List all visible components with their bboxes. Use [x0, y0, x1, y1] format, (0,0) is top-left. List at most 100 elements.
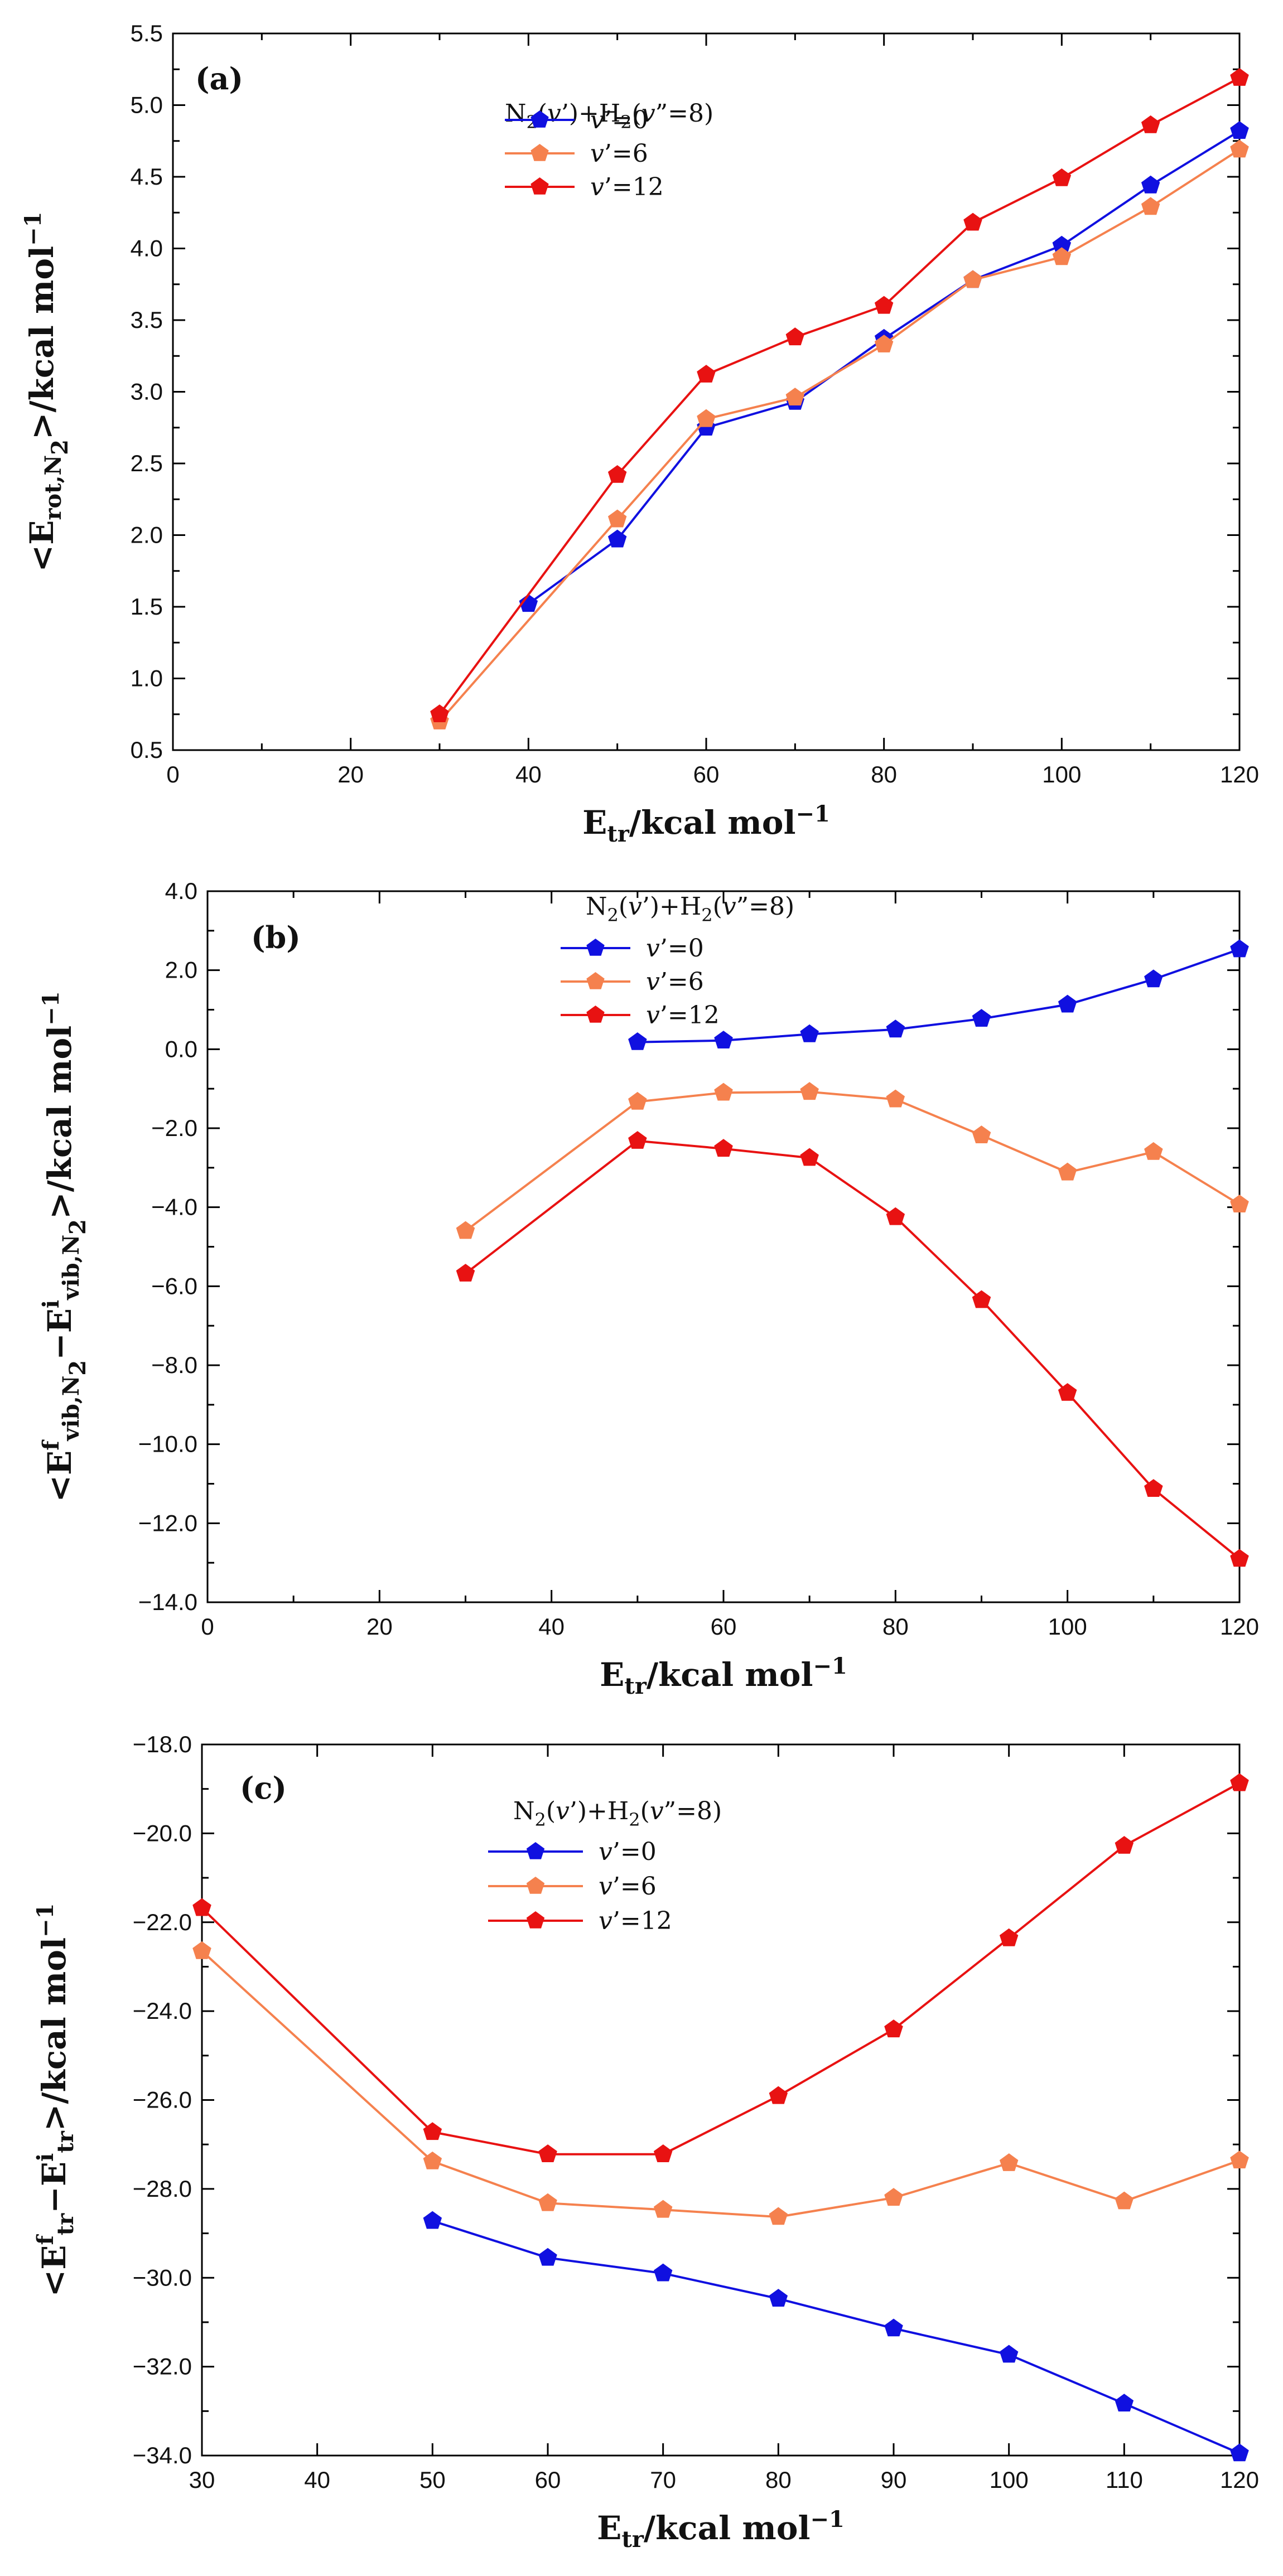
legend-title: N2(v’)+H2(v”=8)	[586, 892, 794, 926]
data-point-v'=0	[1230, 2443, 1249, 2462]
chart-panel-3: 30 40 50 60 70 80 90 100 110 120 −34.0 −32.0 −30.0 −2…	[32, 1731, 1259, 2553]
legend-entry-label: v’=12	[599, 1907, 672, 1935]
legend-swatch-marker	[530, 177, 549, 195]
data-point-v'=6	[1052, 247, 1072, 265]
data-point-v'=12	[538, 2144, 557, 2162]
series-line-v'=0	[432, 2220, 1240, 2454]
data-point-v'=12	[769, 2086, 788, 2104]
legend: N2(v’)+H2(v”=8) v’=0 v’=6 v’=12	[488, 1797, 722, 1935]
legend-entry-label: v’=0	[599, 1838, 657, 1866]
data-point-v'=0	[714, 1031, 733, 1048]
y-tick-label: −8.0	[151, 1352, 197, 1378]
legend-swatch-marker	[586, 972, 605, 989]
x-tick-label: 100	[1048, 1613, 1087, 1640]
data-point-v'=12	[1141, 115, 1160, 133]
data-point-v'=6	[1115, 2191, 1134, 2210]
y-tick-label: −28.0	[133, 2176, 192, 2202]
series-line-v'=12	[201, 1782, 1240, 2155]
legend-entry-label: v’=6	[599, 1872, 657, 1901]
y-tick-label: 5.5	[131, 20, 163, 46]
data-point-v'=12	[963, 212, 982, 231]
data-point-v'=12	[1230, 68, 1249, 86]
data-point-v'=0	[1141, 175, 1160, 194]
data-point-v'=6	[884, 2188, 903, 2206]
data-point-v'=6	[628, 1091, 647, 1110]
x-axis-title: Etr/kcal mol−1	[582, 801, 830, 847]
y-tick-label: −14.0	[138, 1589, 197, 1615]
data-point-v'=12	[874, 296, 894, 314]
data-point-v'=6	[769, 2207, 788, 2225]
panel-label: (b)	[251, 920, 301, 955]
y-axis-title: <Efvib,N2−Eivib,N2>/kcal mol−1	[38, 991, 91, 1502]
y-tick-label: 4.0	[165, 878, 197, 904]
y-tick-label: 0.5	[131, 737, 163, 763]
x-tick-label: 110	[1106, 2467, 1143, 2493]
y-tick-label: −34.0	[133, 2442, 192, 2468]
data-point-v'=6	[1144, 1142, 1163, 1160]
x-tick-label: 60	[693, 761, 720, 787]
data-point-v'=6	[192, 1941, 211, 1959]
x-tick-label: 20	[366, 1613, 393, 1640]
legend-swatch-marker	[530, 110, 549, 128]
data-point-v'=12	[653, 2144, 673, 2162]
series-line-v'=6	[465, 1090, 1241, 1232]
data-point-v'=0	[519, 594, 538, 612]
data-point-v'=12	[714, 1139, 733, 1157]
data-point-v'=6	[456, 1221, 475, 1239]
data-point-v'=6	[785, 388, 805, 405]
series-line-v'=0	[637, 948, 1240, 1043]
data-point-v'=12	[886, 1207, 905, 1225]
legend: N2(v’)+H2(v”=8) v’=0 v’=6 v’=12	[561, 892, 794, 1030]
y-tick-label: 3.0	[131, 379, 163, 405]
data-point-v'=0	[538, 2248, 557, 2266]
x-tick-label: 80	[871, 761, 897, 787]
data-point-v'=6	[874, 335, 894, 352]
legend-entry-label: v’=12	[590, 173, 664, 201]
data-point-v'=0	[423, 2211, 442, 2229]
legend-entry-label: v’=12	[646, 1001, 720, 1030]
x-tick-label: 60	[711, 1613, 737, 1640]
y-tick-label: 1.0	[131, 665, 163, 692]
y-tick-label: −32.0	[133, 2353, 192, 2380]
y-tick-label: −22.0	[133, 1909, 192, 1935]
y-tick-label: 4.0	[131, 235, 163, 262]
series-line-v'=12	[438, 76, 1240, 715]
x-tick-label: 0	[166, 761, 179, 787]
legend-swatch-marker	[526, 1877, 545, 1894]
data-point-v'=12	[456, 1264, 475, 1282]
data-point-v'=12	[1230, 1549, 1249, 1567]
y-tick-label: −18.0	[133, 1731, 192, 1757]
y-tick-label: −24.0	[133, 1998, 192, 2024]
series-line-v'=12	[465, 1139, 1241, 1560]
data-point-v'=12	[1115, 1836, 1134, 1854]
data-point-v'=12	[628, 1131, 647, 1149]
data-point-v'=0	[800, 1024, 819, 1042]
data-point-v'=6	[714, 1082, 733, 1101]
data-point-v'=6	[800, 1082, 819, 1100]
x-tick-label: 90	[881, 2467, 907, 2493]
data-point-v'=0	[999, 2345, 1019, 2363]
x-tick-label: 60	[535, 2467, 561, 2493]
x-axis-title: Etr/kcal mol−1	[597, 2506, 845, 2553]
x-tick-label: 80	[882, 1613, 909, 1640]
legend-entry-label: v’=6	[646, 968, 704, 996]
data-point-v'=12	[192, 1898, 211, 1916]
data-point-v'=12	[423, 2122, 442, 2140]
legend-title: N2(v’)+H2(v”=8)	[505, 99, 713, 133]
y-tick-label: 2.0	[165, 957, 197, 983]
data-point-v'=0	[1058, 994, 1077, 1013]
plot-frame	[206, 890, 1241, 1603]
y-tick-label: 5.0	[131, 92, 163, 118]
x-tick-label: 40	[304, 2467, 330, 2493]
y-axis-title: <Eftr−Eitr>/kcal mol−1	[32, 1903, 79, 2297]
series-line-v'=6	[201, 1950, 1240, 2219]
y-tick-label: 4.5	[131, 163, 163, 190]
data-point-v'=12	[607, 465, 627, 483]
data-point-v'=6	[1058, 1162, 1077, 1181]
legend-swatch-marker	[530, 144, 549, 161]
y-tick-label: −2.0	[151, 1115, 197, 1141]
x-tick-label: 120	[1220, 2467, 1259, 2493]
x-tick-label: 100	[990, 2467, 1029, 2493]
y-tick-label: −30.0	[133, 2264, 192, 2290]
data-point-v'=12	[884, 2019, 903, 2038]
